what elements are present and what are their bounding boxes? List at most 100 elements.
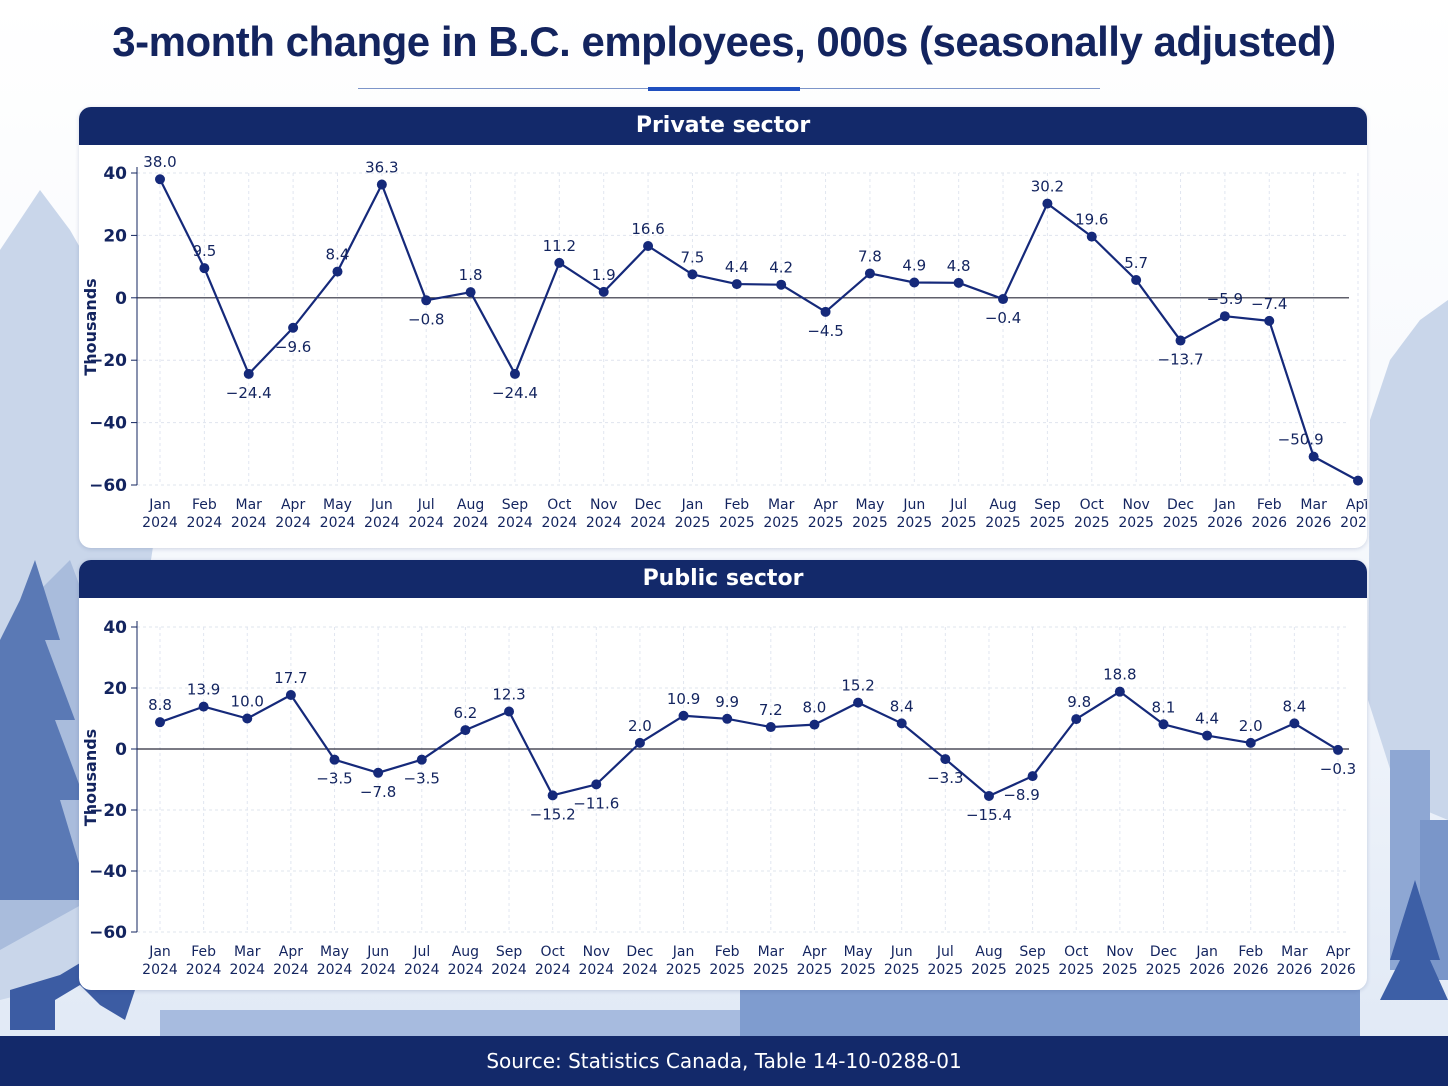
data-label: −50.9 <box>1278 431 1324 449</box>
data-point <box>776 279 787 290</box>
panel-title: Private sector <box>79 107 1367 145</box>
data-point <box>765 722 776 733</box>
data-label: 1.8 <box>459 266 483 284</box>
data-label: −15.4 <box>966 806 1012 824</box>
data-label: 4.8 <box>947 257 971 275</box>
data-point <box>983 790 994 801</box>
x-tick-label: 2025 <box>753 962 789 978</box>
x-tick-label: 2025 <box>941 515 977 531</box>
data-point <box>465 287 476 298</box>
x-tick-label: 2024 <box>542 515 578 531</box>
panel-title: Public sector <box>79 560 1367 598</box>
data-point <box>1264 315 1275 326</box>
x-tick-label: Dec <box>1150 944 1177 960</box>
x-tick-label: Mar <box>758 944 785 960</box>
data-point <box>242 713 253 724</box>
data-point <box>953 277 964 288</box>
x-tick-label: 2024 <box>364 515 400 531</box>
data-label: 9.8 <box>1067 693 1091 711</box>
y-axis-label: Thousands <box>81 729 100 826</box>
x-tick-label: Apr <box>1326 944 1350 960</box>
data-label: 9.5 <box>192 242 216 260</box>
x-tick-label: Jan <box>1195 944 1218 960</box>
data-point <box>198 701 209 712</box>
data-point <box>1219 311 1230 322</box>
public-sector-panel: Public sector 40 20 0 −20 −40 −60 Thousands Jan… <box>79 560 1367 990</box>
data-label: −9.6 <box>275 338 311 356</box>
x-tick-label: Jul <box>417 497 435 513</box>
x-tick-label: 2024 <box>535 962 571 978</box>
data-label: 11.2 <box>543 237 576 255</box>
source-footer: Source: Statistics Canada, Table 14-10-0… <box>0 1036 1448 1086</box>
x-tick-label: 2025 <box>666 962 702 978</box>
data-label: 17.7 <box>274 669 307 687</box>
data-label: 8.8 <box>148 696 172 714</box>
x-tick-label: Feb <box>715 944 740 960</box>
y-axis-label: Thousands <box>81 278 100 375</box>
page-title: 3-month change in B.C. employees, 000s (… <box>112 18 1336 65</box>
data-label: 13.9 <box>187 681 220 699</box>
x-tick-label: 2025 <box>1015 962 1051 978</box>
x-tick-label: 2025 <box>808 515 844 531</box>
data-label: 4.2 <box>769 259 793 277</box>
x-tick-label: Apr <box>1346 497 1367 513</box>
data-label: −11.6 <box>573 794 619 812</box>
data-label: 9.9 <box>715 693 739 711</box>
x-tick-label: 2024 <box>142 962 178 978</box>
x-tick-label: 2025 <box>1102 962 1138 978</box>
skyline-2 <box>160 1010 740 1036</box>
data-point <box>940 754 951 765</box>
data-label: 16.6 <box>631 220 664 238</box>
y-tick-label: 0 <box>115 289 127 309</box>
mountains-right <box>1368 300 1448 820</box>
data-label: −15.2 <box>530 805 576 823</box>
data-label: 8.4 <box>890 697 914 715</box>
x-tick-label: Jan <box>148 944 171 960</box>
x-tick-label: 2024 <box>317 962 353 978</box>
x-tick-label: Jan <box>148 497 171 513</box>
x-tick-label: Jun <box>890 944 913 960</box>
x-tick-label: 2024 <box>578 962 614 978</box>
data-point <box>416 754 427 765</box>
x-tick-label: Mar <box>768 497 795 513</box>
x-tick-label: 2025 <box>985 515 1021 531</box>
x-tick-label: 2025 <box>1163 515 1199 531</box>
x-tick-label: 2025 <box>1030 515 1066 531</box>
x-tick-label: 2025 <box>928 962 964 978</box>
data-label: 7.5 <box>681 248 705 266</box>
x-tick-label: 2024 <box>630 515 666 531</box>
data-label: 7.8 <box>858 247 882 265</box>
data-point <box>1333 744 1343 755</box>
x-tick-label: Feb <box>191 944 216 960</box>
x-tick-label: Sep <box>502 497 529 513</box>
x-tick-label: 2024 <box>360 962 396 978</box>
x-tick-label: Aug <box>975 944 1002 960</box>
x-tick-label: 2026 <box>1277 962 1313 978</box>
data-label: −3.5 <box>316 770 352 788</box>
x-tick-label: 2026 <box>1251 515 1287 531</box>
x-tick-label: Aug <box>989 497 1016 513</box>
data-label: 4.4 <box>725 258 749 276</box>
y-tick-label: 20 <box>103 226 127 246</box>
data-point <box>547 790 558 801</box>
data-label: 36.3 <box>365 159 398 177</box>
x-tick-label: Jan <box>681 497 704 513</box>
x-tick-label: Apr <box>281 497 305 513</box>
data-point <box>853 697 864 708</box>
data-point <box>329 754 340 765</box>
x-tick-label: Apr <box>813 497 837 513</box>
data-label: 30.2 <box>1031 178 1064 196</box>
data-label: 4.4 <box>1195 710 1219 728</box>
x-tick-label: 2024 <box>408 515 444 531</box>
x-tick-label: Nov <box>1122 497 1149 513</box>
data-point <box>421 295 432 306</box>
data-point <box>591 779 602 790</box>
data-label: −24.4 <box>226 384 272 402</box>
data-point <box>678 710 689 721</box>
tree-right <box>1380 880 1448 1000</box>
data-point <box>809 719 820 730</box>
data-point <box>634 737 645 748</box>
x-tick-label: 2024 <box>497 515 533 531</box>
x-tick-label: 2024 <box>491 962 527 978</box>
x-tick-label: 2024 <box>273 962 309 978</box>
